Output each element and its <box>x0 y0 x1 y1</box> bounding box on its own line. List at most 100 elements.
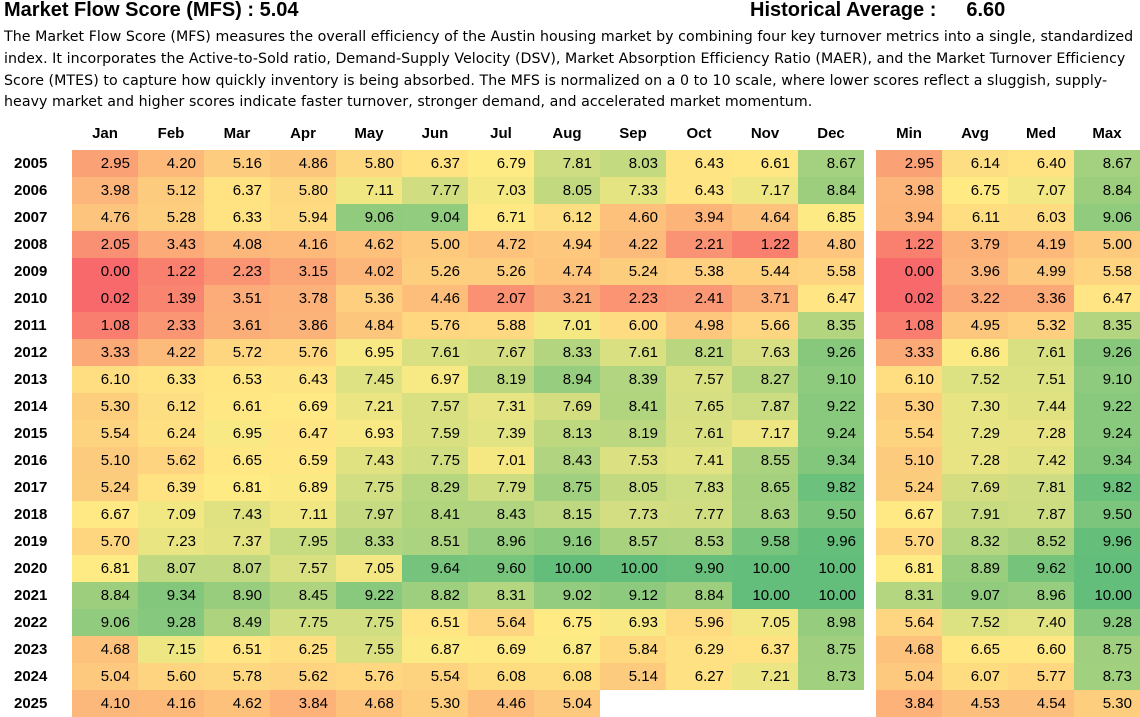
stat-cell-med: 7.28 <box>1008 420 1074 447</box>
heatmap-cell: 4.46 <box>402 285 468 312</box>
heatmap-cell: 1.22 <box>138 258 204 285</box>
stat-cell-med: 7.40 <box>1008 609 1074 636</box>
month-header-sep: Sep <box>619 125 647 142</box>
year-label: 2022 <box>14 614 48 631</box>
stat-cell-max: 9.22 <box>1074 393 1140 420</box>
heatmap-cell: 7.03 <box>468 177 534 204</box>
stat-cell-max: 8.35 <box>1074 312 1140 339</box>
stat-cell-min: 6.67 <box>876 501 942 528</box>
heatmap-cell: 2.95 <box>72 150 138 177</box>
stat-cell-max: 10.00 <box>1074 555 1140 582</box>
heatmap-cell: 7.61 <box>402 339 468 366</box>
stat-cell-max: 9.06 <box>1074 204 1140 231</box>
heatmap-cell: 2.41 <box>666 285 732 312</box>
heatmap-cell: 8.90 <box>204 582 270 609</box>
heatmap-cell: 7.69 <box>534 393 600 420</box>
heatmap-cell: 5.60 <box>138 663 204 690</box>
heatmap-cell: 9.10 <box>798 366 864 393</box>
heatmap-cell: 8.43 <box>468 501 534 528</box>
stat-cell-avg: 4.53 <box>942 690 1008 717</box>
heatmap-cell: 6.25 <box>270 636 336 663</box>
month-header-aug: Aug <box>552 125 582 142</box>
stat-cell-min: 6.81 <box>876 555 942 582</box>
historical-average-label: Historical Average : <box>750 0 937 21</box>
heatmap-cell: 7.61 <box>600 339 666 366</box>
heatmap-cell: 6.67 <box>72 501 138 528</box>
heatmap-cell: 4.62 <box>204 690 270 717</box>
year-label: 2013 <box>14 371 48 388</box>
stat-cell-med: 4.19 <box>1008 231 1074 258</box>
heatmap-cell: 7.57 <box>402 393 468 420</box>
stat-cell-med: 4.99 <box>1008 258 1074 285</box>
heatmap-cell: 5.70 <box>72 528 138 555</box>
heatmap-cell: 6.51 <box>204 636 270 663</box>
heatmap-cell: 6.29 <box>666 636 732 663</box>
stat-cell-avg: 7.52 <box>942 609 1008 636</box>
heatmap-cell: 9.26 <box>798 339 864 366</box>
heatmap-cell: 5.44 <box>732 258 798 285</box>
heatmap-cell: 2.33 <box>138 312 204 339</box>
heatmap-cell: 5.62 <box>138 447 204 474</box>
heatmap-cell: 7.11 <box>270 501 336 528</box>
heatmap-cell: 7.55 <box>336 636 402 663</box>
heatmap-cell: 6.33 <box>138 366 204 393</box>
heatmap-cell: 5.62 <box>270 663 336 690</box>
heatmap-cell: 8.67 <box>798 150 864 177</box>
heatmap-cell: 7.67 <box>468 339 534 366</box>
heatmap-cell: 1.08 <box>72 312 138 339</box>
heatmap-cell: 5.64 <box>468 609 534 636</box>
heatmap-cell: 5.54 <box>402 663 468 690</box>
stat-cell-min: 8.31 <box>876 582 942 609</box>
stat-cell-min: 5.54 <box>876 420 942 447</box>
heatmap-cell: 5.38 <box>666 258 732 285</box>
stat-cell-avg: 6.14 <box>942 150 1008 177</box>
year-label: 2017 <box>14 479 48 496</box>
stat-cell-avg: 3.96 <box>942 258 1008 285</box>
heatmap-cell <box>600 690 666 717</box>
heatmap-cell: 7.43 <box>336 447 402 474</box>
heatmap-cell: 8.05 <box>534 177 600 204</box>
heatmap-cell: 7.01 <box>534 312 600 339</box>
heatmap-cell: 4.20 <box>138 150 204 177</box>
heatmap-cell: 7.23 <box>138 528 204 555</box>
heatmap-cell: 7.33 <box>600 177 666 204</box>
historical-average: Historical Average : 6.60 <box>750 0 1005 22</box>
year-label: 2007 <box>14 209 48 226</box>
stat-cell-min: 6.10 <box>876 366 942 393</box>
stat-cell-max: 8.84 <box>1074 177 1140 204</box>
heatmap-cell: 4.16 <box>138 690 204 717</box>
heatmap-cell: 9.64 <box>402 555 468 582</box>
heatmap-cell: 7.75 <box>336 474 402 501</box>
stat-cell-med: 6.03 <box>1008 204 1074 231</box>
heatmap-cell: 4.64 <box>732 204 798 231</box>
heatmap-cell: 5.36 <box>336 285 402 312</box>
stat-cell-med: 8.96 <box>1008 582 1074 609</box>
heatmap-cell <box>798 690 864 717</box>
heatmap-cell: 8.84 <box>72 582 138 609</box>
heatmap-cell: 5.26 <box>468 258 534 285</box>
heatmap-cell: 7.21 <box>732 663 798 690</box>
heatmap-cell: 8.41 <box>402 501 468 528</box>
page-title: Market Flow Score (MFS) : 5.04 <box>4 0 299 21</box>
heatmap-cell: 7.57 <box>666 366 732 393</box>
heatmap-cell: 8.31 <box>468 582 534 609</box>
stat-cell-min: 5.10 <box>876 447 942 474</box>
stat-cell-med: 7.42 <box>1008 447 1074 474</box>
heatmap-cell: 7.41 <box>666 447 732 474</box>
heatmap-cell: 6.37 <box>732 636 798 663</box>
heatmap-cell: 6.69 <box>270 393 336 420</box>
heatmap-cell: 4.74 <box>534 258 600 285</box>
stat-cell-avg: 7.69 <box>942 474 1008 501</box>
heatmap-cell: 6.81 <box>204 474 270 501</box>
heatmap-cell: 6.33 <box>204 204 270 231</box>
heatmap-cell: 8.21 <box>666 339 732 366</box>
heatmap-cell: 5.58 <box>798 258 864 285</box>
stat-cell-min: 5.64 <box>876 609 942 636</box>
stat-header-med: Med <box>1026 125 1056 142</box>
heatmap-cell: 8.19 <box>600 420 666 447</box>
heatmap-cell: 5.80 <box>336 150 402 177</box>
heatmap-cell: 8.75 <box>798 636 864 663</box>
stat-cell-max: 9.82 <box>1074 474 1140 501</box>
month-header-may: May <box>354 125 384 142</box>
stat-cell-max: 9.26 <box>1074 339 1140 366</box>
